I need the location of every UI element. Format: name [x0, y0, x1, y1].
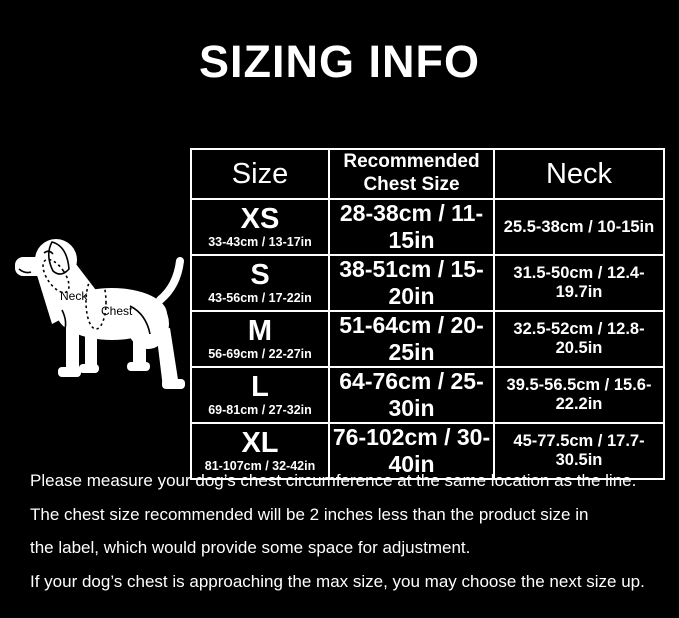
neck-cell: 31.5-50cm / 12.4-19.7in — [493, 254, 665, 312]
size-range: 69-81cm / 27-32in — [208, 403, 312, 417]
chest-cell: 28-38cm / 11-15in — [328, 198, 495, 256]
measurement-notes: Please measure your dog’s chest circumfe… — [30, 464, 665, 598]
note-line: If your dog’s chest is approaching the m… — [30, 571, 645, 591]
size-cell: XL 81-107cm / 32-42in — [190, 422, 330, 480]
table-row-m: M 56-69cm / 22-27in 51-64cm / 20-25in 32… — [190, 310, 665, 368]
chest-cell: 38-51cm / 15-20in — [328, 254, 495, 312]
size-cell: XS 33-43cm / 13-17in — [190, 198, 330, 256]
neck-cell: 32.5-52cm / 12.8-20.5in — [493, 310, 665, 368]
neck-measure-label: Neck — [60, 289, 88, 303]
size-label: M — [247, 315, 273, 347]
chest-cell: 64-76cm / 25-30in — [328, 366, 495, 424]
note-line: The chest size recommended will be 2 inc… — [30, 504, 589, 524]
neck-cell: 25.5-38cm / 10-15in — [493, 198, 665, 256]
neck-cell: 39.5-56.5cm / 15.6-22.2in — [493, 366, 665, 424]
size-cell: L 69-81cm / 27-32in — [190, 366, 330, 424]
table-row-s: S 43-56cm / 17-22in 38-51cm / 15-20in 31… — [190, 254, 665, 312]
size-cell: S 43-56cm / 17-22in — [190, 254, 330, 312]
size-label: L — [251, 371, 269, 403]
size-range: 81-107cm / 32-42in — [204, 459, 316, 473]
size-label: S — [250, 259, 270, 291]
size-range: 43-56cm / 17-22in — [208, 291, 312, 305]
size-label: XS — [240, 203, 280, 235]
table-row-xs: XS 33-43cm / 13-17in 28-38cm / 11-15in 2… — [190, 198, 665, 256]
header-size: Size — [190, 148, 330, 200]
sizing-table: Size Recommended Chest Size Neck XS 33-4… — [190, 148, 665, 480]
table-row-xl: XL 81-107cm / 32-42in 76-102cm / 30-40in… — [190, 422, 665, 480]
size-range: 33-43cm / 13-17in — [208, 235, 312, 249]
page-title: SIZING INFO — [199, 36, 480, 87]
chest-cell: 51-64cm / 20-25in — [328, 310, 495, 368]
chest-measure-label: Chest — [101, 304, 133, 318]
dog-measurement-diagram: Neck Chest — [10, 236, 188, 402]
chest-cell: 76-102cm / 30-40in — [328, 422, 495, 480]
note-line: the label, which would provide some spac… — [30, 538, 471, 557]
note-line: Please measure your dog’s chest circumfe… — [30, 471, 637, 490]
size-cell: M 56-69cm / 22-27in — [190, 310, 330, 368]
size-range: 56-69cm / 22-27in — [208, 347, 312, 361]
header-neck: Neck — [493, 148, 665, 200]
dog-illustration-icon: Neck Chest — [15, 239, 185, 389]
size-label: XL — [241, 427, 279, 459]
table-row-l: L 69-81cm / 27-32in 64-76cm / 25-30in 39… — [190, 366, 665, 424]
table-header-row: Size Recommended Chest Size Neck — [190, 148, 665, 200]
neck-cell: 45-77.5cm / 17.7-30.5in — [493, 422, 665, 480]
header-chest: Recommended Chest Size — [328, 148, 495, 200]
